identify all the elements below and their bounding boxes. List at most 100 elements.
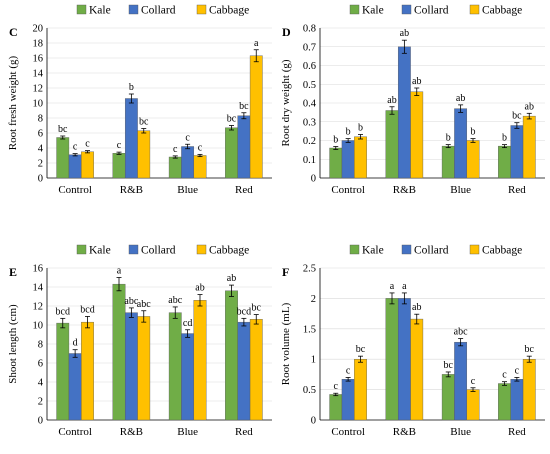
error-bar: [445, 144, 451, 149]
legend-label-collard: Collard: [141, 5, 176, 17]
bar-cabbage: [522, 359, 536, 421]
legend-label-collard: Collard: [141, 245, 176, 257]
legend-label-cabbage: Cabbage: [209, 5, 249, 17]
panel-d: Kale Collard Cabbage D 0 0.1 0.2 0.3 0.4 0.5 0.6 0.…: [280, 4, 545, 196]
bar-cabbage: [81, 151, 94, 179]
legend-swatch-cabbage: [196, 4, 207, 15]
error-bar: [333, 146, 339, 150]
significance-label: c: [334, 381, 339, 392]
error-bar: [526, 112, 532, 120]
legend-swatch-kale: [349, 244, 360, 255]
significance-label: c: [471, 376, 476, 387]
bar-kale: [56, 322, 70, 421]
error-bar: [128, 93, 134, 104]
x-tick-label: Control: [58, 426, 92, 438]
x-tick-label: R&B: [120, 426, 143, 438]
legend-swatch-cabbage: [469, 4, 480, 15]
error-bar: [414, 87, 420, 96]
bar-kale: [168, 156, 182, 179]
bar-cabbage: [193, 155, 207, 179]
significance-label: a: [254, 38, 259, 49]
error-bar: [470, 387, 476, 392]
y-tick-label: 0.7: [303, 42, 316, 53]
y-tick-label: 0.3: [303, 117, 316, 128]
significance-label: ab: [387, 95, 396, 106]
significance-label: bc: [444, 360, 454, 371]
significance-label: ab: [525, 101, 534, 112]
bar-kale: [498, 145, 511, 179]
error-bar: [345, 138, 351, 143]
y-tick-label: 2.5: [303, 264, 316, 275]
bar-collard: [237, 115, 251, 179]
y-tick-label: 6: [38, 129, 43, 140]
error-bar: [72, 349, 78, 358]
significance-label: bc: [356, 344, 366, 355]
legend-swatch-cabbage: [469, 244, 480, 255]
x-tick-label: R&B: [393, 426, 416, 438]
significance-label: bc: [139, 117, 149, 128]
significance-label: b: [358, 123, 363, 134]
significance-label: abc: [137, 299, 151, 310]
bar-cabbage: [81, 321, 94, 421]
legend-swatch-kale: [76, 4, 87, 15]
y-tick-label: 16: [33, 54, 44, 65]
legend-label-kale: Kale: [362, 5, 384, 17]
legend: Kale Collard Cabbage: [76, 4, 249, 17]
legend-label-cabbage: Cabbage: [482, 5, 522, 17]
significance-label: abc: [168, 295, 182, 306]
y-tick-label: 0.1: [303, 155, 316, 166]
error-bar: [401, 292, 407, 305]
y-axis-label: Root fresh weight (g): [7, 55, 19, 150]
error-bar: [197, 294, 203, 307]
y-tick-label: 14: [33, 69, 44, 80]
bar-collard: [181, 333, 195, 421]
error-bar: [502, 381, 507, 386]
y-tick-label: 0: [38, 174, 43, 185]
error-bar: [514, 377, 520, 382]
bar-cabbage: [466, 389, 480, 421]
significance-label: bc: [58, 124, 68, 135]
bar-kale: [441, 145, 455, 179]
panel-letter: E: [9, 265, 17, 279]
legend-swatch-collard: [401, 4, 412, 15]
significance-label: c: [198, 142, 203, 153]
significance-label: ab: [412, 302, 421, 313]
bar-kale: [168, 312, 182, 421]
significance-label: bcd: [80, 304, 94, 315]
y-tick-label: 0: [311, 174, 316, 185]
y-tick-label: 10: [33, 321, 44, 332]
bar-collard: [124, 312, 138, 421]
bar-collard: [237, 321, 251, 421]
y-axis-label: Shoot length (cm): [7, 304, 19, 384]
error-bar: [502, 144, 507, 149]
error-bar: [458, 338, 464, 347]
error-bar: [526, 355, 532, 363]
significance-label: ab: [227, 273, 236, 284]
bar-cabbage: [137, 130, 151, 179]
significance-label: b: [333, 135, 338, 146]
significance-label: c: [515, 365, 520, 376]
significance-label: b: [129, 82, 134, 93]
y-tick-label: 0.5: [303, 385, 316, 396]
y-axis-label: Root volume (mL): [280, 302, 292, 385]
bar-collard: [510, 125, 524, 179]
significance-label: c: [185, 132, 190, 143]
legend-swatch-collard: [128, 4, 139, 15]
error-bar: [345, 377, 351, 382]
bar-kale: [56, 137, 70, 179]
bar-collard: [341, 379, 355, 421]
significance-label: abc: [454, 327, 468, 338]
legend-swatch-collard: [128, 244, 139, 255]
significance-label: c: [173, 144, 178, 155]
bar-cabbage: [410, 91, 424, 179]
error-bar: [141, 310, 147, 323]
legend-label-kale: Kale: [362, 245, 384, 257]
y-tick-label: 4: [38, 144, 44, 155]
bar-kale: [441, 374, 455, 421]
bar-collard: [341, 140, 355, 179]
panel-letter: C: [9, 25, 18, 39]
y-tick-label: 12: [33, 84, 44, 95]
y-axis-label: Root dry weight (g): [280, 59, 292, 146]
bar-cabbage: [522, 115, 536, 179]
error-bar: [389, 292, 395, 305]
